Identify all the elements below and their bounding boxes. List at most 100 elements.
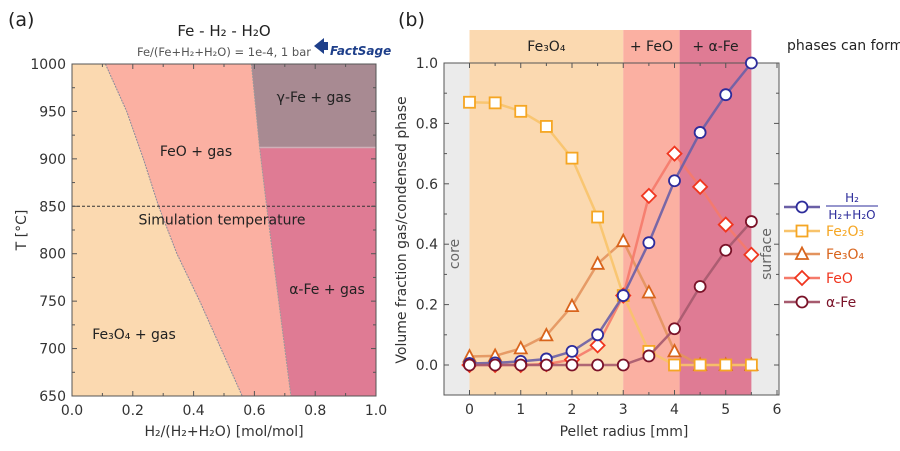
x-tick-label: 6	[773, 402, 782, 418]
simulation-temperature-label: Simulation temperature	[138, 212, 305, 228]
region-label-fe3o4: Fe₃O₄ + gas	[92, 327, 176, 343]
phase-band	[679, 30, 752, 395]
data-point	[693, 126, 707, 139]
factsage-logo: FactSage	[314, 38, 391, 58]
x-tick-label: 0.6	[243, 403, 265, 419]
factsage-logo-icon	[314, 38, 328, 54]
data-point	[719, 358, 733, 372]
y-tick-label: 0.4	[416, 237, 438, 253]
data-point	[667, 342, 682, 358]
y-axis-label-temperature: T [°C]	[14, 210, 30, 252]
data-point	[513, 339, 529, 355]
phase-band-label: Fe₃O₄	[527, 39, 566, 55]
data-point	[565, 345, 579, 358]
data-point	[538, 326, 554, 342]
x-axis-label-h2-ratio: H₂/(H₂+H₂O) [mol/mol]	[144, 424, 303, 440]
x-tick-label: 3	[619, 402, 628, 418]
region-label-alpha-fe: α-Fe + gas	[289, 282, 365, 298]
x-tick-label: 0.2	[122, 403, 144, 419]
region-gamma-fe	[251, 64, 376, 148]
data-point	[565, 358, 579, 372]
y-tick-label: 0.2	[416, 298, 438, 314]
data-point	[539, 120, 553, 133]
data-point	[463, 95, 476, 109]
data-point	[488, 96, 502, 110]
data-point	[717, 216, 735, 233]
y-tick-label: 950	[39, 104, 66, 120]
data-point	[591, 358, 605, 372]
data-point	[642, 349, 656, 363]
plot-frame	[443, 62, 780, 396]
legend-marker	[794, 245, 810, 260]
boundary-fe3o4-feo	[104, 63, 243, 397]
data-point	[590, 255, 606, 270]
y-tick-label: 650	[39, 389, 66, 405]
y-tick-label: 900	[39, 152, 66, 168]
x-tick-label: 0.0	[61, 403, 83, 419]
x-tick-label: 2	[568, 402, 577, 418]
phase-diagram-title: Fe - H₂ - H₂O	[177, 22, 270, 40]
region-label-gamma-fe: γ-Fe + gas	[277, 90, 352, 106]
legend-marker	[793, 269, 811, 287]
phase-band	[623, 30, 680, 395]
data-point	[744, 215, 758, 228]
y-tick-label: 700	[39, 342, 66, 358]
x-tick-label: 0.8	[304, 403, 326, 419]
y-tick-label: 0.8	[416, 116, 438, 132]
data-point	[719, 243, 733, 257]
y-tick-label: 0.0	[416, 358, 438, 374]
phase-diagram-subtitle: Fe/(Fe+H₂+H₂O) = 1e-4, 1 bar	[137, 45, 311, 59]
data-point	[744, 358, 758, 372]
legend-marker	[795, 200, 809, 214]
data-point	[642, 236, 656, 250]
data-point	[691, 178, 709, 196]
legend-item: α-Fe	[784, 295, 856, 311]
y-tick-label: 1.0	[416, 56, 438, 72]
y-tick-label: 750	[39, 294, 66, 310]
data-point	[668, 174, 681, 188]
legend-item: H₂ H₂+H₂O	[784, 191, 878, 222]
phase-band-label: + FeO	[630, 39, 673, 55]
legend-label: FeO	[826, 271, 853, 287]
factsage-logo-text: FactSage	[330, 44, 391, 58]
data-point	[514, 104, 528, 118]
data-point	[514, 358, 528, 372]
legend-label-numerator: H₂	[845, 191, 859, 205]
data-point	[693, 280, 707, 293]
data-point	[565, 151, 579, 165]
boundary-feo-fe	[250, 63, 292, 397]
data-point	[589, 337, 606, 354]
phase-band-label: + α-Fe	[692, 39, 738, 55]
data-point	[693, 358, 707, 372]
data-point	[668, 322, 681, 336]
data-point	[591, 210, 605, 224]
y-tick-label: 850	[39, 199, 66, 215]
data-point	[488, 358, 502, 372]
region-label-feo: FeO + gas	[160, 144, 232, 160]
data-point	[616, 358, 630, 372]
panel-b-label: (b)	[398, 9, 425, 31]
data-point	[719, 88, 733, 102]
series--fe	[463, 215, 758, 372]
data-point	[564, 297, 580, 313]
phase-note: phases can form	[787, 38, 900, 54]
legend-marker	[795, 224, 809, 238]
region-fe3o4	[72, 64, 243, 396]
legend-item: Fe₃O₄	[784, 245, 865, 263]
volume-fraction-chart: Fe₃O₄ + FeO + α-Fe 0 1 2 3 4 5 6 0.0 0.2 0.4 0.6 0.8 1…	[394, 30, 900, 440]
panel-a-label: (a)	[8, 9, 34, 31]
x-axis-label-pellet-radius: Pellet radius [mm]	[560, 424, 689, 440]
data-point	[640, 187, 658, 205]
data-point	[591, 328, 605, 342]
legend-item: FeO	[784, 269, 853, 287]
surface-label: surface	[759, 228, 775, 280]
legend-item: Fe₂O₃	[784, 224, 864, 240]
y-tick-label: 1000	[30, 57, 66, 73]
legend: H₂ H₂+H₂O Fe₂O₃ Fe₃O₄ FeO α-Fe	[784, 191, 878, 311]
data-point	[616, 289, 630, 302]
x-tick-label: 4	[670, 402, 679, 418]
core-label: core	[447, 239, 463, 269]
legend-label-denominator: H₂+H₂O	[828, 208, 875, 222]
data-point	[668, 358, 681, 372]
